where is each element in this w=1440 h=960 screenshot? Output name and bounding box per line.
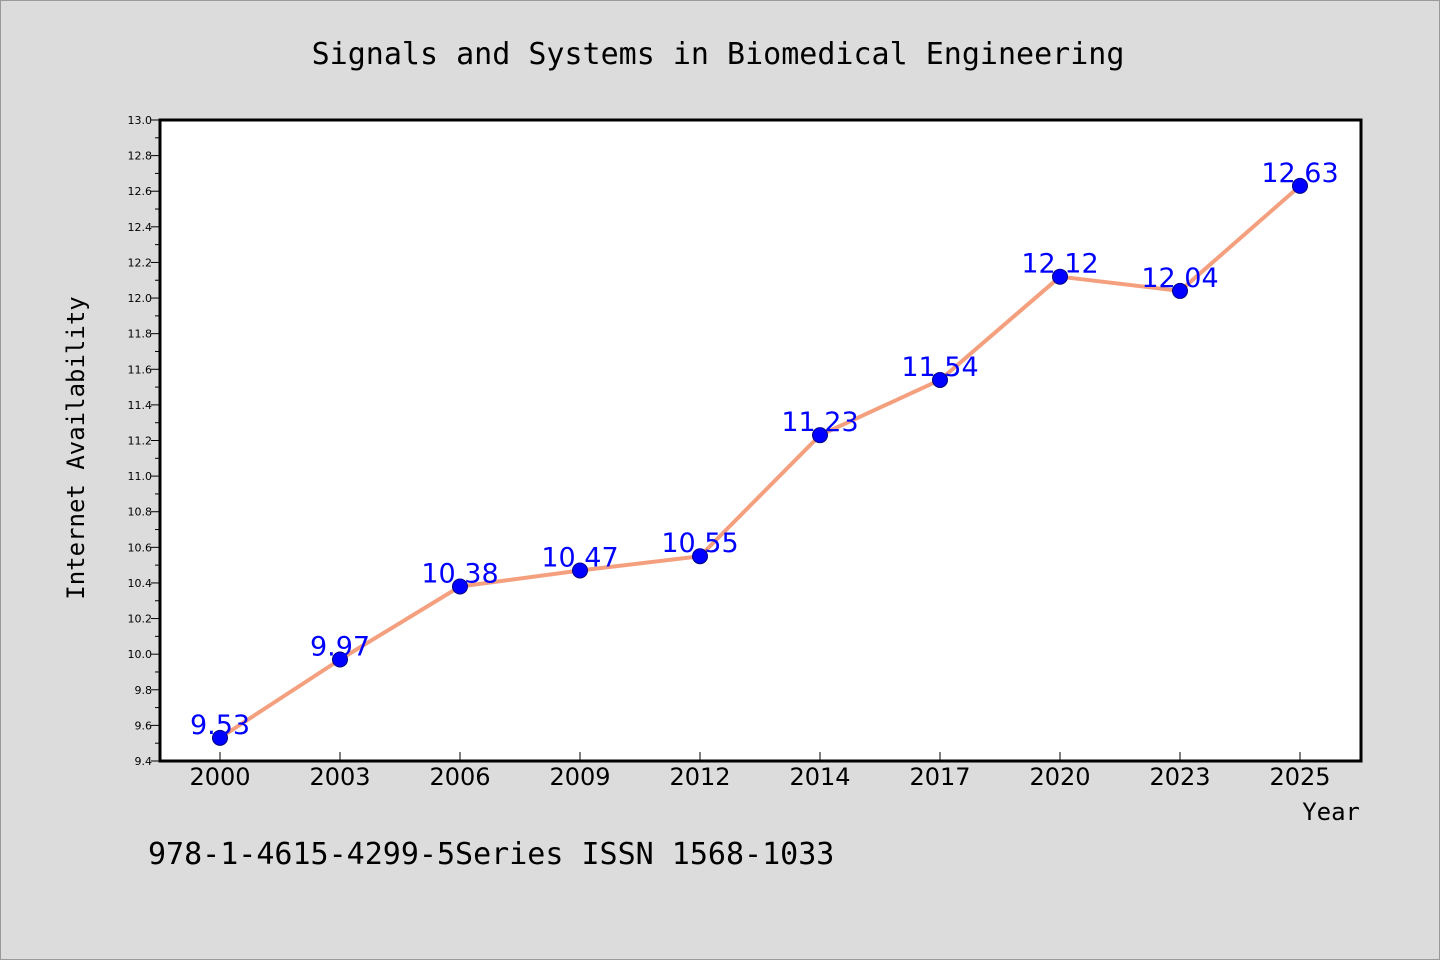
x-tick-label: 2009 <box>549 763 610 791</box>
data-label: 10.55 <box>661 528 738 559</box>
y-tick-label: 10.0 <box>128 648 153 661</box>
x-tick-label: 2023 <box>1149 763 1210 791</box>
data-label: 12.63 <box>1261 158 1338 189</box>
x-tick-label: 2012 <box>669 763 730 791</box>
y-tick-label: 12.4 <box>128 221 153 234</box>
x-axis: 2000 2003 2006 2009 2012 2014 2017 2020 2023 2025 <box>189 752 1331 791</box>
footer-text: 978-1-4615-4299-5Series ISSN 1568-1033 <box>148 837 834 872</box>
data-label: 9.97 <box>310 632 370 663</box>
x-tick-label: 2014 <box>789 763 850 791</box>
y-tick-label: 12.8 <box>128 150 153 163</box>
y-axis: 9.4 9.6 9.8 10.0 10.2 10.4 10.6 10.8 11.0 11.2 11.… <box>128 114 160 768</box>
y-tick-label: 11.8 <box>128 328 153 341</box>
data-point <box>1292 177 1308 194</box>
y-tick-label: 11.6 <box>128 363 153 376</box>
y-tick-label: 10.8 <box>128 506 153 519</box>
y-tick-label: 9.4 <box>135 755 153 768</box>
y-tick-label: 12.2 <box>128 256 153 269</box>
data-point <box>452 578 468 595</box>
data-point <box>692 548 708 565</box>
y-tick-label: 9.8 <box>135 684 153 697</box>
plot-area <box>158 118 1363 763</box>
x-axis-label: Year <box>1302 798 1360 826</box>
x-tick-label: 2006 <box>429 763 490 791</box>
data-point <box>332 651 348 668</box>
data-point <box>1052 268 1068 285</box>
y-tick-label: 11.0 <box>128 470 153 483</box>
data-label: 11.23 <box>781 407 858 438</box>
data-point <box>572 562 588 579</box>
x-tick-label: 2025 <box>1269 763 1330 791</box>
data-label: 9.53 <box>190 710 250 741</box>
data-point <box>932 371 948 388</box>
y-tick-label: 12.0 <box>128 292 153 305</box>
data-label: 10.38 <box>421 559 498 590</box>
y-tick-label: 10.6 <box>128 541 153 554</box>
y-tick-label: 13.0 <box>128 114 153 127</box>
x-tick-label: 2000 <box>189 763 250 791</box>
y-tick-label: 9.6 <box>135 719 153 732</box>
y-tick-label: 11.2 <box>128 435 153 448</box>
chart-title: Signals and Systems in Biomedical Engine… <box>312 37 1125 72</box>
y-axis-label: Internet Availability <box>62 296 90 599</box>
data-label: 10.47 <box>541 542 618 573</box>
y-tick-label: 10.2 <box>128 613 153 626</box>
data-point <box>812 427 828 444</box>
y-tick-label: 11.4 <box>128 399 153 412</box>
data-label: 11.54 <box>901 352 978 383</box>
x-tick-label: 2003 <box>309 763 370 791</box>
series-line <box>218 183 1302 740</box>
x-tick-label: 2020 <box>1029 763 1090 791</box>
x-tick-label: 2017 <box>909 763 970 791</box>
data-label: 12.04 <box>1141 263 1218 294</box>
y-tick-label: 10.4 <box>128 577 153 590</box>
y-tick-label: 12.6 <box>128 185 153 198</box>
data-point <box>212 729 228 746</box>
data-point <box>1172 282 1188 299</box>
data-label: 12.12 <box>1021 249 1098 280</box>
series-layer: 9.53 9.97 10.38 10.47 10.55 11.23 11.54 12.12 12… <box>190 158 1339 746</box>
